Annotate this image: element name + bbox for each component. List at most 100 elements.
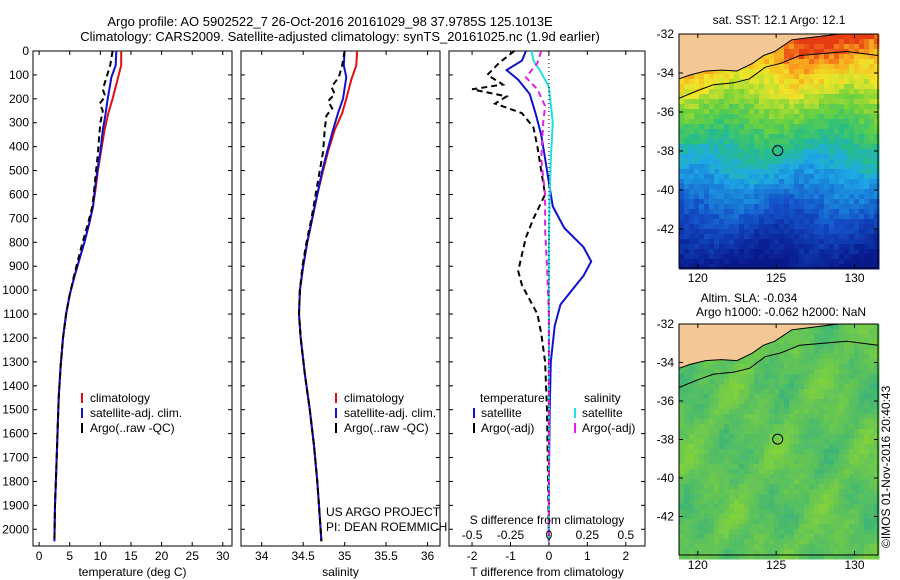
map-cell — [709, 364, 715, 370]
map-cell — [784, 489, 790, 495]
map-cell — [869, 154, 875, 160]
map-cell — [864, 484, 870, 490]
map-cell — [859, 389, 865, 395]
map-cell — [689, 134, 695, 140]
map-cell — [689, 389, 695, 395]
map-cell — [764, 54, 770, 60]
map-cell — [844, 424, 850, 430]
map-cell — [739, 464, 745, 470]
map-cell — [779, 109, 785, 115]
map-cell — [714, 139, 720, 145]
map-cell — [679, 484, 685, 490]
map-cell — [809, 194, 815, 200]
map-cell — [869, 259, 875, 265]
map-cell — [689, 529, 695, 535]
map-cell — [784, 419, 790, 425]
map-cell — [859, 179, 865, 185]
map-cell — [714, 489, 720, 495]
map-cell — [864, 94, 870, 100]
map-cell — [854, 459, 860, 465]
map-cell — [809, 554, 815, 560]
map-cell — [724, 209, 730, 215]
map-cell — [704, 89, 710, 95]
map-cell — [804, 529, 810, 535]
map-cell — [864, 119, 870, 125]
x-axis-label: T difference from climatology — [470, 565, 624, 579]
map-cell — [774, 249, 780, 255]
map-cell — [744, 419, 750, 425]
map-cell — [699, 104, 705, 110]
map-cell — [804, 124, 810, 130]
map-cell — [829, 214, 835, 220]
map-cell — [684, 419, 690, 425]
map-cell — [874, 444, 880, 450]
map-cell — [869, 114, 875, 120]
map-cell — [814, 334, 820, 340]
map-cell — [814, 354, 820, 360]
map-cell — [809, 519, 815, 525]
map-cell — [699, 174, 705, 180]
map-cell — [809, 469, 815, 475]
map-cell — [784, 219, 790, 225]
map-cell — [834, 64, 840, 70]
map-cell — [759, 374, 765, 380]
map-cell — [869, 144, 875, 150]
map-cell — [734, 74, 740, 80]
map-cell — [739, 74, 745, 80]
map-cell — [704, 499, 710, 505]
map-cell — [684, 189, 690, 195]
map-cell — [804, 49, 810, 55]
map-cell — [859, 84, 865, 90]
map-cell — [774, 449, 780, 455]
map-cell — [869, 474, 875, 480]
map-cell — [774, 499, 780, 505]
map-cell — [849, 419, 855, 425]
map-cell — [709, 159, 715, 165]
map-cell — [709, 179, 715, 185]
map-cell — [874, 169, 880, 175]
map-cell — [844, 474, 850, 480]
map-cell — [819, 424, 825, 430]
map-cell — [789, 524, 795, 530]
map-cell — [849, 349, 855, 355]
map-cell — [759, 119, 765, 125]
map-cell — [784, 209, 790, 215]
map-cell — [834, 474, 840, 480]
map-cell — [849, 64, 855, 70]
map-cell — [769, 99, 775, 105]
map-cell — [824, 184, 830, 190]
map-cell — [864, 74, 870, 80]
map-cell — [794, 554, 800, 560]
map-cell — [679, 239, 685, 245]
map-cell — [839, 114, 845, 120]
map-cell — [804, 434, 810, 440]
map-cell — [679, 409, 685, 415]
depth-tick-label: 1300 — [2, 355, 29, 369]
map-cell — [754, 104, 760, 110]
map-cell — [824, 49, 830, 55]
map-cell — [809, 414, 815, 420]
map-cell — [819, 169, 825, 175]
map-cell — [679, 144, 685, 150]
map-cell — [679, 444, 685, 450]
map-cell — [779, 224, 785, 230]
map-cell — [689, 189, 695, 195]
map-cell — [799, 154, 805, 160]
map-cell — [759, 509, 765, 515]
map-cell — [809, 119, 815, 125]
map-cell — [689, 364, 695, 370]
map-cell — [689, 489, 695, 495]
map-cell — [789, 219, 795, 225]
map-cell — [839, 499, 845, 505]
map-cell — [849, 379, 855, 385]
map-cell — [744, 69, 750, 75]
map-cell — [704, 404, 710, 410]
map-cell — [724, 504, 730, 510]
map-cell — [839, 484, 845, 490]
map-cell — [809, 379, 815, 385]
map-cell — [799, 374, 805, 380]
map-cell — [709, 214, 715, 220]
map-cell — [814, 189, 820, 195]
map-cell — [729, 94, 735, 100]
map-cell — [839, 349, 845, 355]
